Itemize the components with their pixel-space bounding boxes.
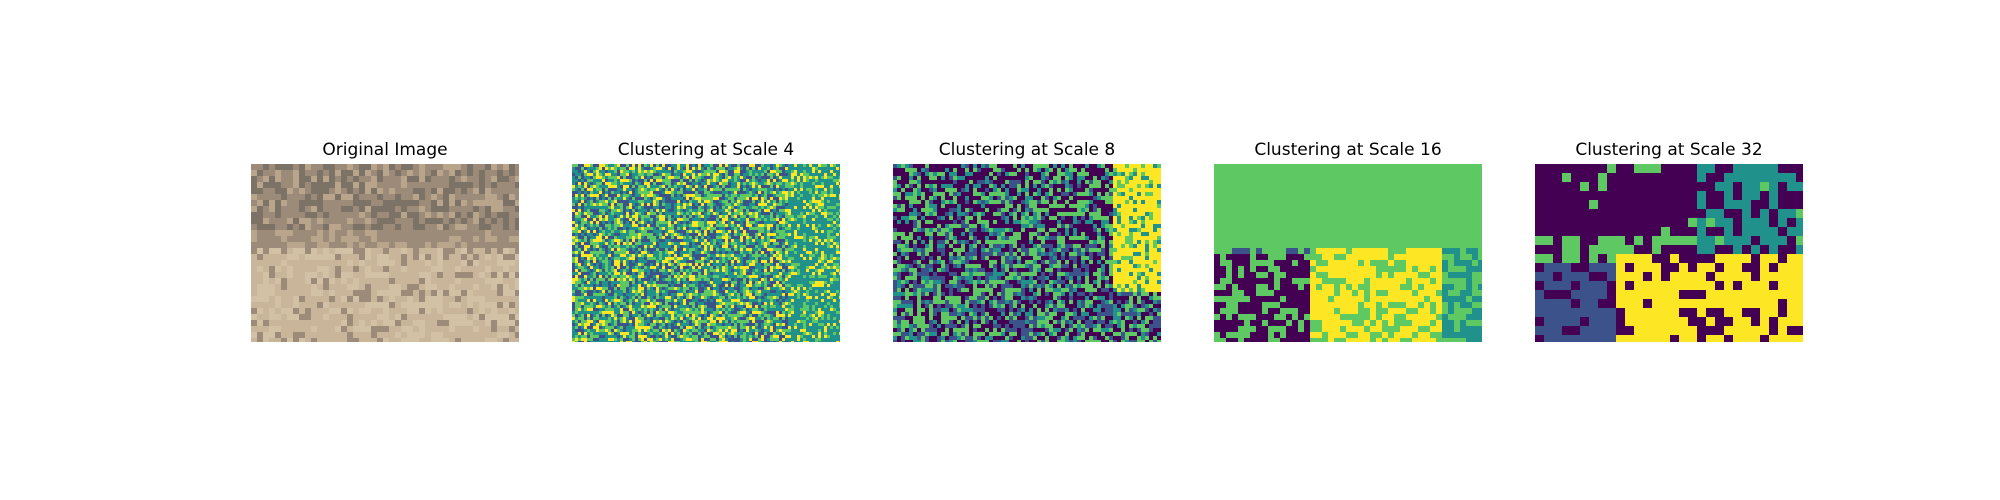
original-image [251, 164, 519, 342]
panel-scale-16: Clustering at Scale 16 [1214, 138, 1482, 348]
cluster-map-scale-32 [1535, 164, 1803, 342]
panel-title: Clustering at Scale 4 [617, 140, 795, 160]
panel-title: Clustering at Scale 16 [1254, 140, 1442, 160]
panel-scale-4: Clustering at Scale 4 [572, 138, 840, 348]
panel-scale-32: Clustering at Scale 32 [1535, 138, 1803, 348]
cluster-map-scale-8 [893, 164, 1161, 342]
panel-scale-8: Clustering at Scale 8 [893, 138, 1161, 348]
cluster-map-scale-16 [1214, 164, 1482, 342]
panel-title: Clustering at Scale 32 [1575, 140, 1763, 160]
cluster-map-scale-4 [572, 164, 840, 342]
panel-title: Clustering at Scale 8 [938, 140, 1116, 160]
panel-title: Original Image [322, 140, 448, 160]
panel-original-image: Original Image [251, 138, 519, 348]
